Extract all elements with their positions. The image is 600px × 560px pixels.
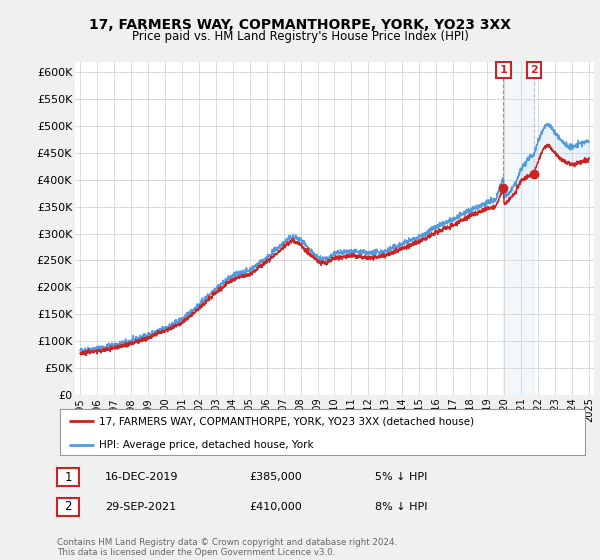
- Text: Price paid vs. HM Land Registry's House Price Index (HPI): Price paid vs. HM Land Registry's House …: [131, 30, 469, 43]
- Text: 29-SEP-2021: 29-SEP-2021: [105, 502, 176, 512]
- Text: 1: 1: [500, 65, 508, 75]
- Text: £410,000: £410,000: [249, 502, 302, 512]
- Text: 17, FARMERS WAY, COPMANTHORPE, YORK, YO23 3XX: 17, FARMERS WAY, COPMANTHORPE, YORK, YO2…: [89, 18, 511, 32]
- Text: 8% ↓ HPI: 8% ↓ HPI: [375, 502, 427, 512]
- Text: 16-DEC-2019: 16-DEC-2019: [105, 472, 179, 482]
- Text: 5% ↓ HPI: 5% ↓ HPI: [375, 472, 427, 482]
- Text: 17, FARMERS WAY, COPMANTHORPE, YORK, YO23 3XX (detached house): 17, FARMERS WAY, COPMANTHORPE, YORK, YO2…: [100, 416, 475, 426]
- Bar: [503, 62, 534, 395]
- Text: £385,000: £385,000: [249, 472, 302, 482]
- Text: 2: 2: [530, 65, 538, 75]
- Text: HPI: Average price, detached house, York: HPI: Average price, detached house, York: [100, 440, 314, 450]
- Text: 1: 1: [64, 470, 72, 484]
- Text: Contains HM Land Registry data © Crown copyright and database right 2024.
This d: Contains HM Land Registry data © Crown c…: [57, 538, 397, 557]
- Text: 2: 2: [64, 500, 72, 514]
